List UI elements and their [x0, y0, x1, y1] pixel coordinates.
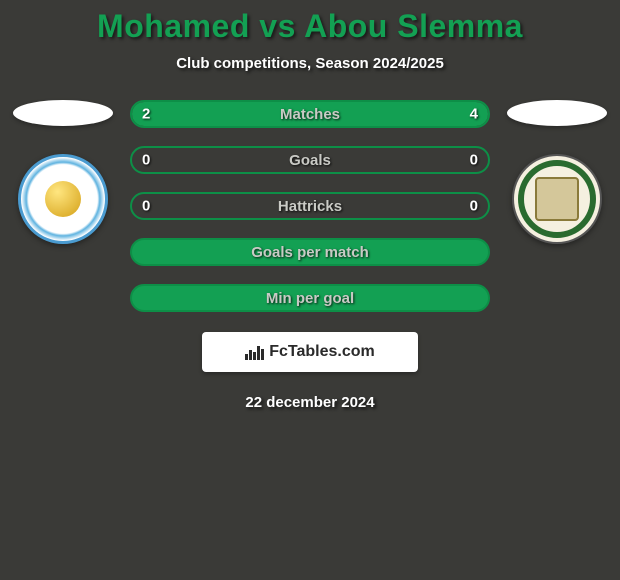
stat-row-matches: 2 Matches 4 [130, 100, 490, 128]
left-player-column [8, 100, 118, 244]
left-club-badge-icon [18, 154, 108, 244]
stats-column: 2 Matches 4 0 Goals 0 0 Hattricks 0 Goal… [130, 100, 490, 312]
stat-row-goals: 0 Goals 0 [130, 146, 490, 174]
left-avatar-placeholder [13, 100, 113, 126]
stat-label: Hattricks [278, 198, 342, 215]
stat-value-left: 2 [142, 106, 150, 123]
right-club-badge-icon [512, 154, 602, 244]
comparison-card: Mohamed vs Abou Slemma Club competitions… [0, 0, 620, 411]
stat-value-right: 0 [470, 198, 478, 215]
stat-label: Goals per match [251, 244, 369, 261]
stat-label: Min per goal [266, 290, 354, 307]
branding-badge[interactable]: FcTables.com [202, 332, 418, 372]
date-label: 22 december 2024 [0, 394, 620, 411]
stat-row-hattricks: 0 Hattricks 0 [130, 192, 490, 220]
stat-value-left: 0 [142, 152, 150, 169]
stat-row-goals-per-match: Goals per match [130, 238, 490, 266]
subtitle: Club competitions, Season 2024/2025 [0, 55, 620, 72]
page-title: Mohamed vs Abou Slemma [0, 8, 620, 45]
stat-value-right: 4 [470, 106, 478, 123]
right-player-column [502, 100, 612, 244]
stat-value-left: 0 [142, 198, 150, 215]
main-row: 2 Matches 4 0 Goals 0 0 Hattricks 0 Goal… [0, 100, 620, 312]
stat-label: Goals [289, 152, 331, 169]
stat-row-min-per-goal: Min per goal [130, 284, 490, 312]
stat-value-right: 0 [470, 152, 478, 169]
stat-label: Matches [280, 106, 340, 123]
branding-text: FcTables.com [269, 343, 375, 361]
right-avatar-placeholder [507, 100, 607, 126]
bars-chart-icon [245, 344, 265, 360]
